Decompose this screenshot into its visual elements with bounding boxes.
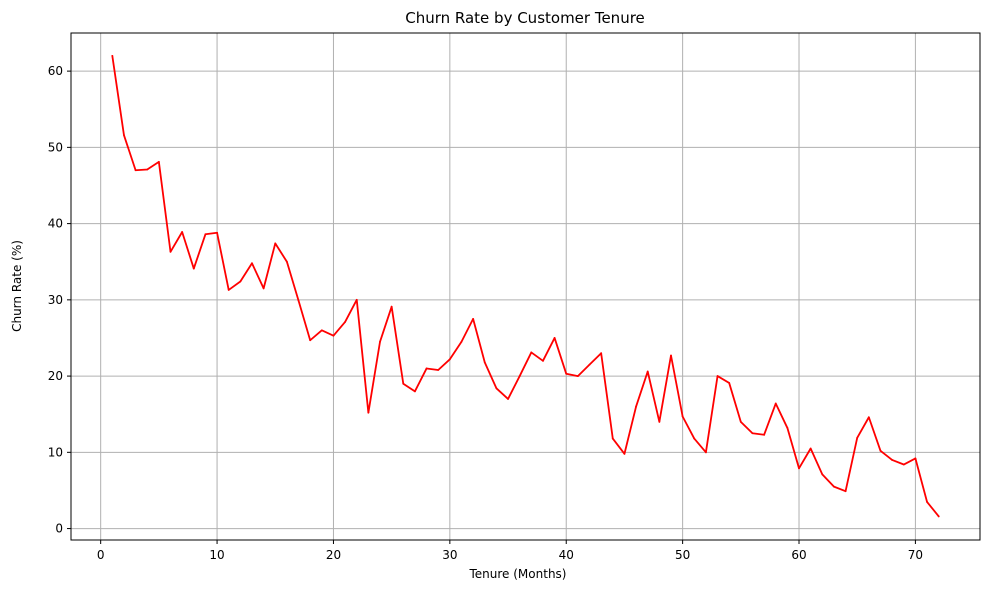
data-point [111,54,114,57]
data-point [600,352,603,355]
data-point [518,375,521,377]
data-point [751,432,754,435]
data-point [658,420,661,423]
data-point [216,231,218,234]
data-point [565,372,568,375]
data-point [530,351,533,354]
y-axis-label: Churn Rate (%) [10,240,24,332]
data-point [402,382,405,385]
data-point [693,437,696,440]
data-point [937,515,940,518]
data-point [414,390,416,393]
x-axis-label: Tenure (Months) [469,567,567,581]
data-point [798,467,800,470]
data-point [542,359,544,362]
y-tick-label: 50 [48,140,63,154]
plot-area [71,33,980,540]
data-point [646,370,649,373]
churn-rate-line [111,54,940,518]
x-tick-label: 60 [791,548,806,562]
x-tick-label: 10 [209,548,224,562]
data-point [367,411,370,414]
data-point [867,416,870,419]
data-point [448,358,451,361]
data-point [355,298,358,301]
data-point [588,363,591,366]
data-point [891,459,894,461]
data-point [879,449,882,452]
data-point [728,382,731,384]
y-tick-label: 0 [55,522,63,536]
data-point [286,260,288,263]
data-point [553,337,556,339]
data-point [309,339,312,342]
data-point [146,168,149,171]
x-tick-label: 20 [326,548,341,562]
data-point [379,340,381,343]
data-point [507,398,509,400]
data-point [332,334,335,337]
data-point [169,250,172,253]
data-point [204,233,207,236]
data-point [774,402,777,405]
y-tick-label: 10 [48,445,63,459]
data-point [437,369,440,371]
data-point [623,452,626,455]
data-point [856,436,859,439]
data-point [763,433,765,436]
data-point [297,299,300,302]
plot-frame [70,32,981,541]
data-point [472,318,475,320]
data-point [716,375,719,377]
x-tick-label: 30 [442,548,457,562]
data-point [425,367,428,370]
x-tick-label: 70 [908,548,923,562]
x-tick-label: 50 [675,548,690,562]
series-layer [111,54,940,518]
y-tick-label: 60 [48,64,63,78]
data-point [239,280,242,283]
data-point [705,451,707,454]
data-point [809,447,812,450]
x-axis-ticks: 0 10 20 30 40 50 60 70 [97,540,923,562]
data-point [123,134,125,137]
data-point [274,242,277,245]
x-tick-label: 40 [559,548,574,562]
data-point [635,405,637,408]
y-tick-label: 30 [48,293,63,307]
data-point [157,160,160,163]
data-point [251,262,253,265]
y-tick-label: 40 [48,217,63,231]
data-point [227,289,230,291]
data-point [681,415,684,418]
x-tick-label: 0 [97,548,105,562]
data-point [483,361,486,364]
data-point [739,420,742,423]
data-point [926,500,928,503]
grid-lines [71,33,980,540]
data-point [495,387,498,390]
data-point [902,463,905,466]
y-tick-label: 20 [48,369,63,383]
data-point [786,427,789,429]
data-point [844,490,847,493]
data-point [821,473,824,476]
data-point [181,231,184,233]
data-point [670,354,672,357]
data-point [262,287,265,290]
y-axis-ticks: 0 10 20 30 40 50 60 [48,64,71,536]
chart-title: Churn Rate by Customer Tenure [405,9,645,27]
data-point [833,485,835,488]
data-point [134,169,137,172]
data-point [320,329,323,332]
data-point [576,375,579,377]
data-point [192,267,195,270]
data-point [460,340,463,343]
data-point [611,437,614,440]
data-point [344,321,346,323]
data-point [390,305,393,308]
data-point [914,457,917,460]
